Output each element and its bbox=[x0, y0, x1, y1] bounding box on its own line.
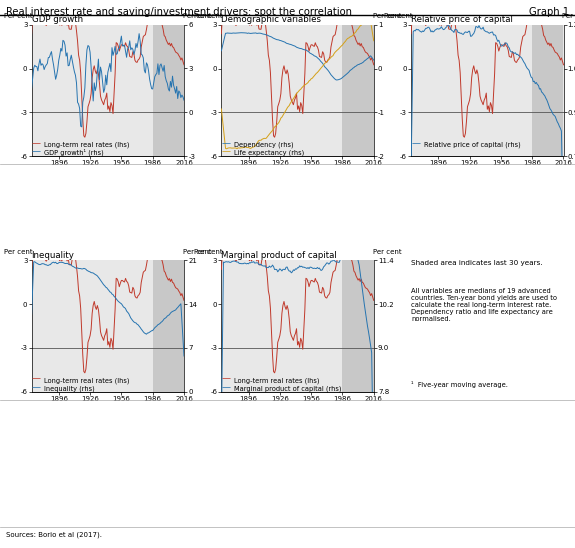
Text: Per cent: Per cent bbox=[384, 13, 412, 19]
Text: Per cent: Per cent bbox=[373, 13, 401, 19]
Text: Per cent: Per cent bbox=[562, 13, 575, 19]
Text: Real interest rate and saving/investment drivers: spot the correlation: Real interest rate and saving/investment… bbox=[6, 7, 352, 16]
Text: Long-term real rates (lhs): Long-term real rates (lhs) bbox=[234, 377, 320, 384]
Text: —: — bbox=[221, 147, 231, 156]
Text: Demographic variables: Demographic variables bbox=[221, 15, 321, 24]
Text: Per cent: Per cent bbox=[194, 13, 223, 19]
Bar bbox=[532, 25, 564, 156]
Text: GDP growth¹ (rhs): GDP growth¹ (rhs) bbox=[44, 149, 104, 156]
Text: Per cent: Per cent bbox=[373, 249, 401, 255]
Text: Marginal product of capital: Marginal product of capital bbox=[221, 250, 337, 260]
Text: Shaded area indicates last 30 years.: Shaded area indicates last 30 years. bbox=[411, 260, 543, 266]
Text: Sources: Borio et al (2017).: Sources: Borio et al (2017). bbox=[6, 532, 102, 538]
Text: Inequality (rhs): Inequality (rhs) bbox=[44, 385, 95, 392]
Text: —: — bbox=[32, 147, 41, 156]
Text: —: — bbox=[221, 375, 231, 384]
Text: —: — bbox=[221, 383, 231, 392]
Text: All variables are medians of 19 advanced
countries. Ten-year bond yields are use: All variables are medians of 19 advanced… bbox=[411, 288, 557, 322]
Text: Per cent: Per cent bbox=[183, 249, 212, 255]
Text: —: — bbox=[32, 139, 41, 148]
Bar bbox=[153, 260, 184, 392]
Bar bbox=[343, 260, 374, 392]
Text: Graph 1: Graph 1 bbox=[529, 7, 569, 16]
Text: Marginal product of capital (rhs): Marginal product of capital (rhs) bbox=[234, 385, 342, 392]
Bar bbox=[153, 25, 184, 156]
Text: Inequality: Inequality bbox=[32, 250, 75, 260]
Bar bbox=[343, 25, 374, 156]
Text: Long-term real rates (lhs): Long-term real rates (lhs) bbox=[44, 141, 130, 148]
Text: Life expectancy (rhs): Life expectancy (rhs) bbox=[234, 150, 304, 156]
Text: GDP growth: GDP growth bbox=[32, 15, 83, 24]
Text: Per cent: Per cent bbox=[183, 13, 212, 19]
Text: Long-term real rates (lhs): Long-term real rates (lhs) bbox=[44, 377, 130, 384]
Text: Per cent: Per cent bbox=[4, 249, 33, 255]
Text: Dependency (rhs): Dependency (rhs) bbox=[234, 141, 294, 148]
Text: —: — bbox=[32, 375, 41, 384]
Text: ¹  Five-year moving average.: ¹ Five-year moving average. bbox=[411, 381, 508, 388]
Text: Per cent: Per cent bbox=[194, 249, 223, 255]
Text: —: — bbox=[411, 139, 420, 148]
Text: Relative price of capital: Relative price of capital bbox=[411, 15, 513, 24]
Text: Relative price of capital (rhs): Relative price of capital (rhs) bbox=[424, 141, 520, 148]
Text: Per cent: Per cent bbox=[4, 13, 33, 19]
Text: —: — bbox=[32, 383, 41, 392]
Text: —: — bbox=[221, 139, 231, 148]
